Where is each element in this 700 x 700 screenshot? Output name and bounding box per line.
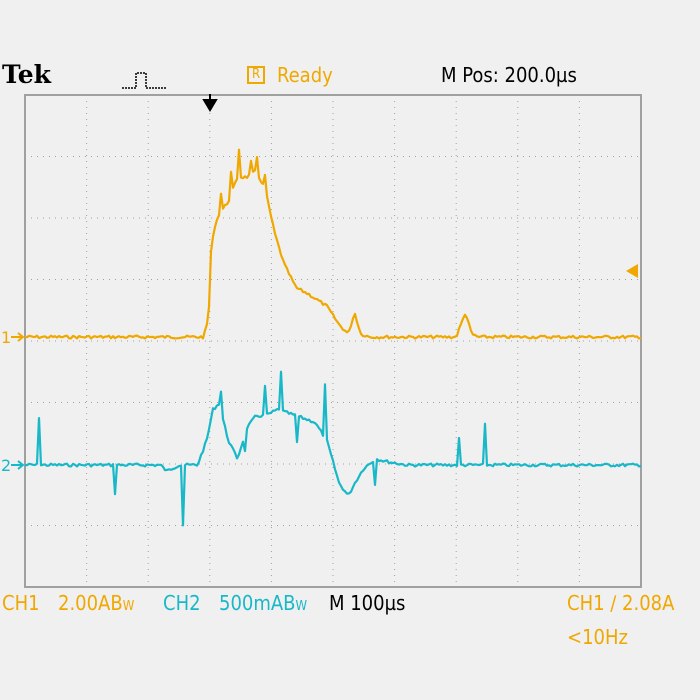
ch1-ground-marker: 1 [1, 328, 25, 347]
trigger-position-marker [202, 94, 218, 112]
ch2-trace [24, 370, 642, 527]
trigger-setting: CH1 ∕ 2.08A [567, 591, 675, 615]
graticule [24, 94, 642, 588]
ch1-scale-value: 2.00AB [58, 591, 123, 615]
status-box-label: R [251, 67, 261, 82]
ch2-bw-limit: W [295, 599, 308, 614]
status-box-icon: R [247, 66, 265, 84]
ch1-bw-limit: W [122, 599, 135, 614]
ch2-scale: 500mABW [219, 592, 307, 618]
ch1-marker-label: 1 [1, 328, 11, 347]
ch1-scale: 2.00ABW [58, 592, 134, 618]
timebase: M 100µs [329, 591, 406, 615]
ch2-ground-marker: 2 [1, 456, 25, 475]
ch1-label: CH1 [2, 591, 40, 615]
acquisition-status: Ready [277, 63, 333, 87]
ch2-marker-label: 2 [1, 456, 11, 475]
trigger-frequency: <10Hz [567, 625, 628, 649]
ch1-trace [24, 148, 642, 340]
horizontal-position: M Pos: 200.0µs [441, 63, 577, 87]
trigger-level-marker [626, 264, 638, 278]
brand-logo: Tek [2, 60, 51, 89]
ch2-label: CH2 [163, 591, 201, 615]
ch2-scale-value: 500mAB [219, 591, 296, 615]
